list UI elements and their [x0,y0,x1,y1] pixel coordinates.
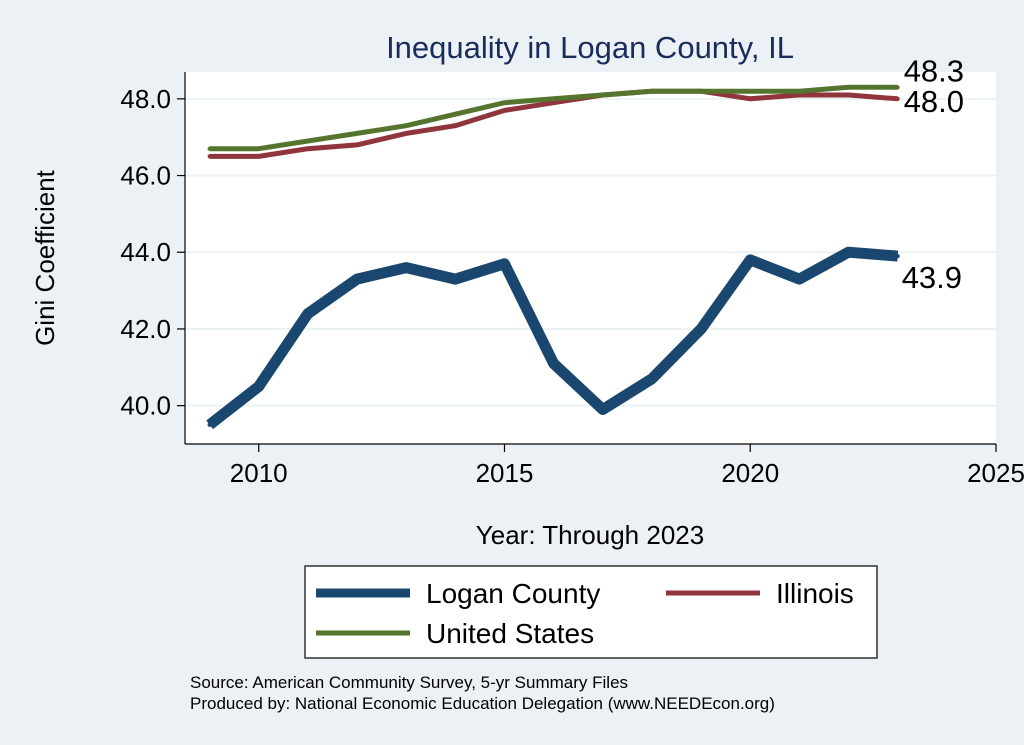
data-point-united-states-2009 [207,146,212,151]
data-point-united-states-2019 [699,89,704,94]
y-tick-label-2: 44.0 [120,237,171,267]
data-point-logan-county-2011 [305,311,310,316]
y-tick-label-1: 42.0 [120,314,171,344]
source-note: Source: American Community Survey, 5-yr … [190,673,628,692]
data-point-united-states-2011 [305,139,310,144]
producer-note: Produced by: National Economic Education… [190,694,775,713]
data-point-logan-county-2016 [551,361,556,366]
data-point-united-states-2017 [600,93,605,98]
data-point-united-states-2021 [797,89,802,94]
data-point-illinois-2020 [748,96,753,101]
data-point-united-states-2022 [846,85,851,90]
x-tick-label-0: 2010 [230,458,288,488]
x-tick-label-3: 2025 [967,458,1024,488]
data-point-logan-county-2019 [699,326,704,331]
data-point-united-states-2015 [502,100,507,105]
end-label-logan-county: 43.9 [902,260,962,295]
y-axis-title: Gini Coefficient [30,169,60,346]
chart-title: Inequality in Logan County, IL [386,30,794,65]
data-point-united-states-2013 [404,123,409,128]
data-point-illinois-2013 [404,131,409,136]
end-label-illinois: 48.0 [904,84,964,119]
data-point-illinois-2012 [355,142,360,147]
data-point-united-states-2023 [895,85,900,90]
data-point-illinois-2010 [256,154,261,159]
data-point-united-states-2016 [551,96,556,101]
data-point-illinois-2011 [305,146,310,151]
data-point-united-states-2014 [453,112,458,117]
x-axis-title: Year: Through 2023 [476,520,704,550]
axes [184,72,996,445]
end-label-united-states: 48.3 [904,53,964,88]
legend-label-illinois: Illinois [776,578,854,609]
legend: Logan County Illinois United States [304,565,878,659]
x-tick-label-1: 2015 [476,458,534,488]
data-point-logan-county-2012 [355,277,360,282]
legend-label-united-states: United States [426,618,594,649]
data-point-logan-county-2014 [453,277,458,282]
data-point-logan-county-2015 [502,261,507,266]
y-axis-ticks: 40.0 42.0 44.0 46.0 48.0 [120,84,185,421]
y-tick-label-3: 46.0 [120,161,171,191]
x-tick-label-2: 2020 [721,458,779,488]
data-point-logan-county-2022 [846,250,851,255]
legend-box [304,565,878,659]
data-point-united-states-2020 [748,89,753,94]
y-tick-label-0: 40.0 [120,391,171,421]
end-labels: 43.9 48.048.3 [902,53,964,295]
data-point-logan-county-2010 [256,384,261,389]
data-point-illinois-2014 [453,123,458,128]
data-point-logan-county-2009 [207,422,212,427]
data-point-united-states-2018 [649,89,654,94]
legend-label-logan-county: Logan County [426,578,600,609]
data-point-united-states-2012 [355,131,360,136]
data-point-illinois-2009 [207,154,212,159]
data-point-illinois-2023 [895,96,900,101]
data-point-illinois-2021 [797,93,802,98]
data-point-logan-county-2018 [649,376,654,381]
data-point-logan-county-2013 [404,265,409,270]
series [206,84,900,430]
data-point-logan-county-2021 [797,277,802,282]
y-tick-label-4: 48.0 [120,84,171,114]
data-point-logan-county-2023 [895,254,900,259]
x-axis-ticks: 2010 2015 2020 2025 [230,444,1024,488]
data-point-illinois-2015 [502,108,507,113]
data-point-logan-county-2020 [748,257,753,262]
data-point-illinois-2022 [846,93,851,98]
data-point-logan-county-2017 [600,407,605,412]
data-point-illinois-2016 [551,100,556,105]
data-point-united-states-2010 [256,146,261,151]
